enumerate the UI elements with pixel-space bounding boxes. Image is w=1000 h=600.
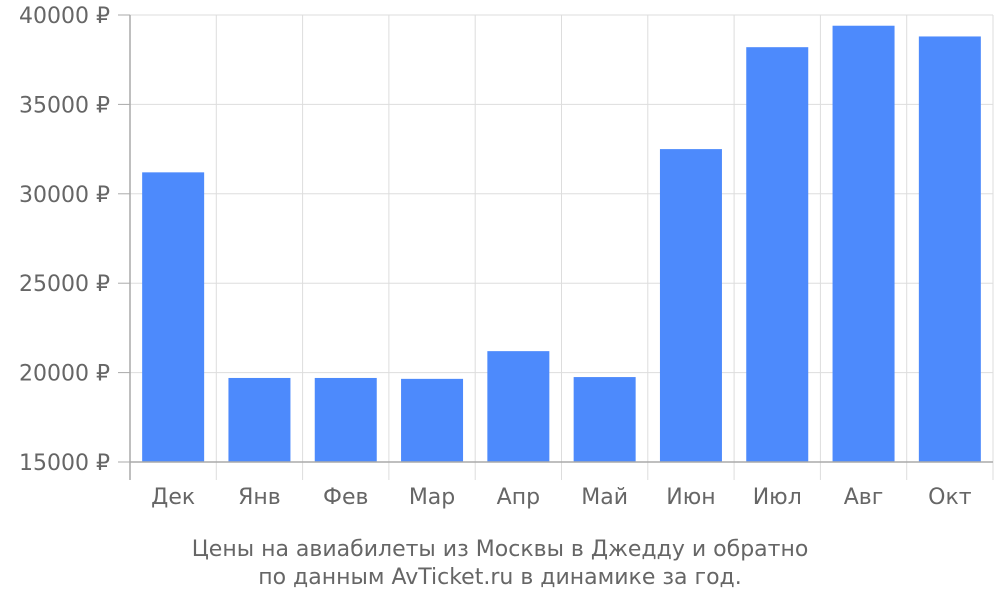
y-tick-label: 20000 ₽ — [19, 362, 110, 387]
y-axis-tick-labels: 15000 ₽ 20000 ₽ 25000 ₽ 30000 ₽ 35000 ₽ 40000… — [19, 4, 110, 476]
bar — [228, 377, 291, 462]
x-tick-label: Июн — [666, 485, 715, 510]
bar — [142, 172, 205, 462]
x-tick-label: Фев — [323, 485, 368, 510]
grid-lines — [129, 14, 994, 463]
bar — [659, 149, 722, 462]
x-tick-label: Дек — [151, 485, 195, 510]
bar — [401, 378, 464, 462]
y-tick-label: 40000 ₽ — [19, 4, 110, 29]
chart-caption: Цены на авиабилеты из Москвы в Джедду и … — [192, 537, 809, 590]
bar — [832, 25, 895, 463]
y-tick-label: 35000 ₽ — [19, 93, 110, 118]
axes — [118, 14, 994, 480]
bars — [142, 25, 981, 463]
x-tick-label: Окт — [928, 485, 972, 510]
x-tick-label: Апр — [497, 485, 540, 510]
caption-line-2: по данным AvTicket.ru в динамике за год. — [258, 565, 742, 590]
x-axis-tick-labels: Дек Янв Фев Мар Апр Май Июн Июл Авг Окт — [151, 485, 972, 510]
x-tick-label: Авг — [844, 485, 884, 510]
y-tick-label: 15000 ₽ — [19, 451, 110, 476]
bar — [918, 36, 981, 463]
x-tick-label: Янв — [238, 485, 281, 510]
x-tick-label: Июл — [753, 485, 802, 510]
y-tick-label: 25000 ₽ — [19, 272, 110, 297]
bar — [573, 377, 636, 462]
y-tick-label: 30000 ₽ — [19, 183, 110, 208]
caption-line-1: Цены на авиабилеты из Москвы в Джедду и … — [192, 537, 809, 562]
bar — [314, 377, 377, 462]
x-tick-label: Май — [581, 485, 628, 510]
bar — [746, 47, 809, 463]
bar — [487, 351, 550, 462]
x-tick-label: Мар — [409, 485, 455, 510]
